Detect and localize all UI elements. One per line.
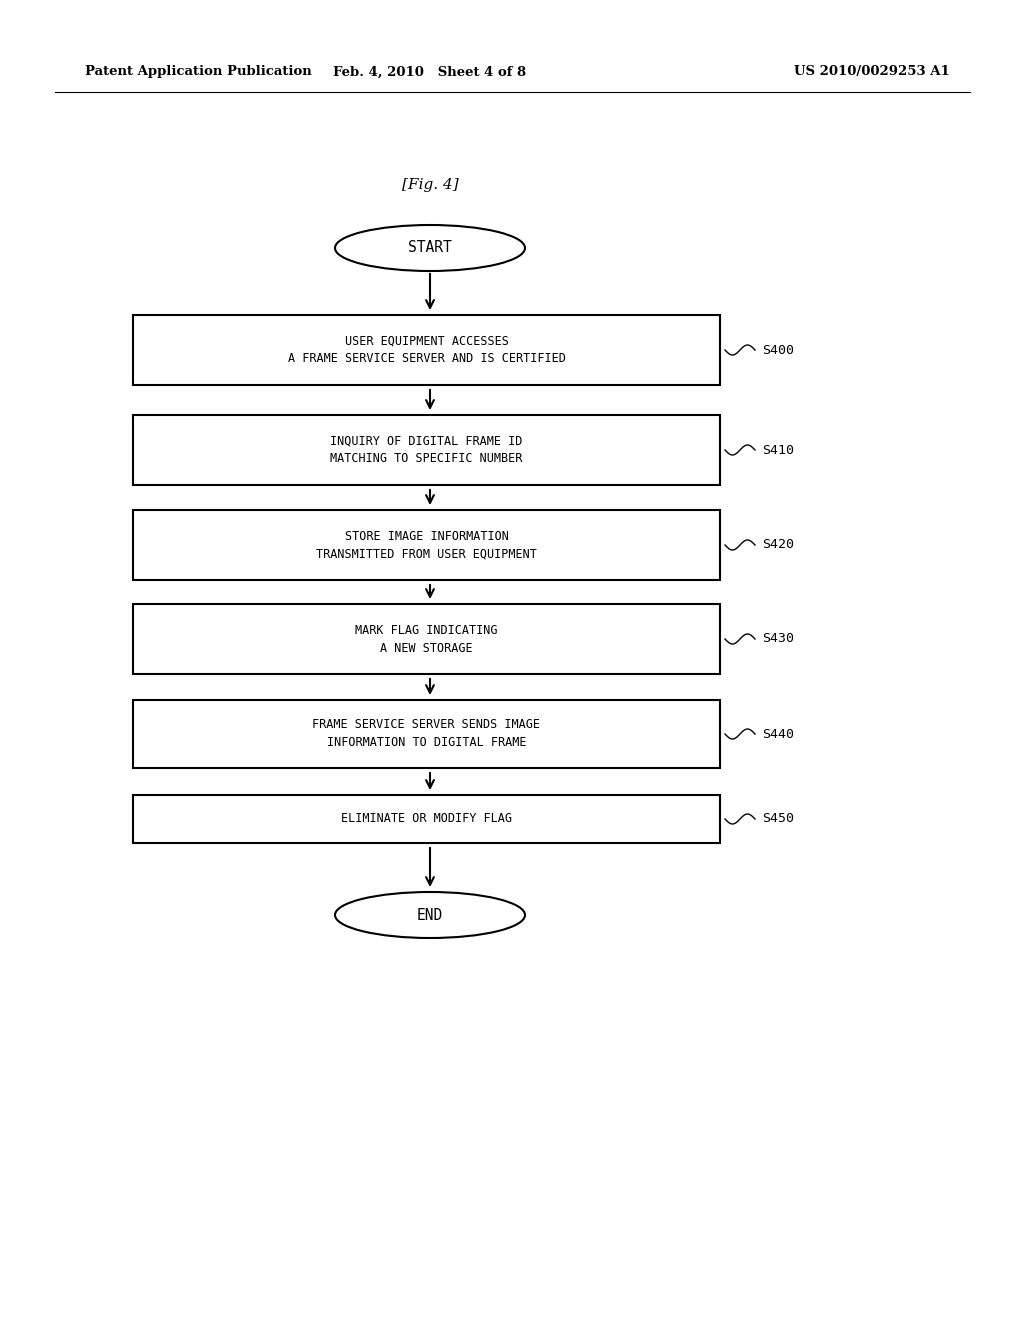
Text: MARK FLAG INDICATING
A NEW STORAGE: MARK FLAG INDICATING A NEW STORAGE — [355, 623, 498, 655]
Text: US 2010/0029253 A1: US 2010/0029253 A1 — [795, 66, 950, 78]
Text: STORE IMAGE INFORMATION
TRANSMITTED FROM USER EQUIPMENT: STORE IMAGE INFORMATION TRANSMITTED FROM… — [316, 529, 537, 561]
Text: Feb. 4, 2010   Sheet 4 of 8: Feb. 4, 2010 Sheet 4 of 8 — [334, 66, 526, 78]
Text: Patent Application Publication: Patent Application Publication — [85, 66, 311, 78]
Text: S400: S400 — [762, 343, 794, 356]
Bar — [133, 414, 720, 484]
Bar — [133, 795, 720, 843]
Text: INQUIRY OF DIGITAL FRAME ID
MATCHING TO SPECIFIC NUMBER: INQUIRY OF DIGITAL FRAME ID MATCHING TO … — [331, 434, 522, 466]
Text: S420: S420 — [762, 539, 794, 552]
Bar — [133, 510, 720, 579]
Text: START: START — [409, 240, 452, 256]
Text: USER EQUIPMENT ACCESSES
A FRAME SERVICE SERVER AND IS CERTIFIED: USER EQUIPMENT ACCESSES A FRAME SERVICE … — [288, 334, 565, 366]
Ellipse shape — [335, 892, 525, 939]
Text: [Fig. 4]: [Fig. 4] — [401, 178, 459, 191]
Text: FRAME SERVICE SERVER SENDS IMAGE
INFORMATION TO DIGITAL FRAME: FRAME SERVICE SERVER SENDS IMAGE INFORMA… — [312, 718, 541, 750]
Bar — [133, 605, 720, 675]
Text: S450: S450 — [762, 813, 794, 825]
Bar — [133, 315, 720, 385]
Text: ELIMINATE OR MODIFY FLAG: ELIMINATE OR MODIFY FLAG — [341, 813, 512, 825]
Text: S440: S440 — [762, 727, 794, 741]
Text: S410: S410 — [762, 444, 794, 457]
Text: END: END — [417, 908, 443, 923]
Ellipse shape — [335, 224, 525, 271]
Bar — [133, 700, 720, 768]
Text: S430: S430 — [762, 632, 794, 645]
